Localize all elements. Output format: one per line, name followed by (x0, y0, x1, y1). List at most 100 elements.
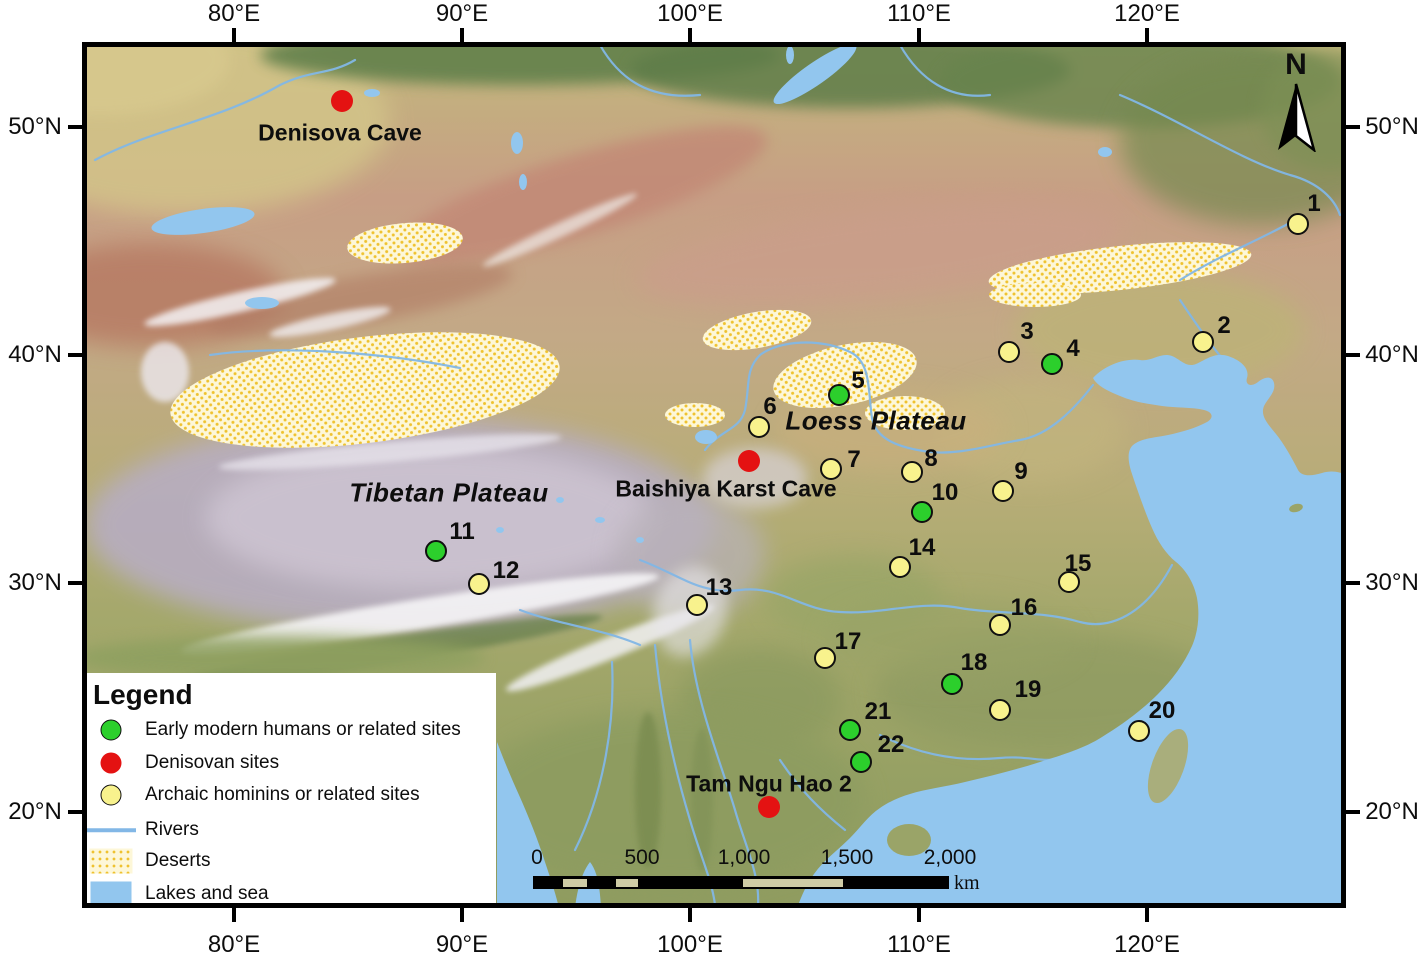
site-dot-2 (1192, 331, 1214, 353)
legend-item-label: Lakes and sea (145, 883, 269, 904)
axis-tick-bottom (232, 908, 236, 922)
site-dot-tam-ngu-hao-2 (758, 796, 780, 818)
axis-label-top-110°E: 110°E (887, 0, 951, 27)
scale-unit-label: km (954, 872, 980, 894)
site-number-15: 15 (1064, 550, 1092, 577)
site-dot-3 (998, 341, 1020, 363)
site-dot-19 (989, 699, 1011, 721)
axis-tick-top (917, 28, 921, 42)
scale-tick-label-500: 500 (624, 846, 660, 869)
axis-tick-left (68, 810, 82, 814)
axis-tick-bottom (917, 908, 921, 922)
site-number-2: 2 (1217, 312, 1231, 339)
north-arrow: N (1268, 50, 1324, 158)
axis-label-left-40°N: 40°N (8, 341, 62, 368)
axis-label-bottom-100°E: 100°E (657, 931, 723, 958)
axis-label-top-80°E: 80°E (207, 0, 261, 27)
legend-item-label: Archaic hominins or related sites (145, 784, 420, 805)
axis-tick-left (68, 581, 82, 585)
site-number-11: 11 (449, 518, 475, 545)
axis-label-top-100°E: 100°E (657, 0, 723, 27)
site-number-16: 16 (1010, 594, 1038, 621)
axis-tick-top (460, 28, 464, 42)
axis-tick-left (68, 353, 82, 357)
axis-tick-right (1346, 581, 1360, 585)
axis-tick-bottom (688, 908, 692, 922)
site-number-19: 19 (1014, 676, 1042, 703)
site-dot-17 (814, 647, 836, 669)
site-dot-baishiya-karst-cave (738, 450, 760, 472)
axis-tick-top (232, 28, 236, 42)
north-arrow-icon (1278, 83, 1317, 154)
site-label-baishiya-karst-cave: Baishiya Karst Cave (615, 475, 837, 502)
site-number-20: 20 (1148, 697, 1176, 724)
lake-fill-swatch-icon (90, 881, 132, 907)
axis-tick-right (1346, 353, 1360, 357)
site-number-17: 17 (834, 628, 862, 655)
site-number-10: 10 (931, 479, 959, 506)
axis-label-left-20°N: 20°N (8, 798, 62, 825)
axis-tick-bottom (1145, 908, 1149, 922)
site-number-4: 4 (1066, 335, 1080, 362)
site-dot-21 (839, 719, 861, 741)
site-dot-15 (1058, 571, 1080, 593)
legend-item-label: Rivers (145, 819, 199, 840)
legend: Legend Early modern humans or related si… (83, 673, 496, 908)
site-number-13: 13 (705, 574, 733, 601)
legend-item-label: Deserts (145, 850, 211, 871)
axis-label-left-50°N: 50°N (8, 113, 62, 140)
river-line-swatch-icon (86, 828, 136, 832)
region-label-loess-plateau: Loess Plateau (785, 405, 967, 436)
site-dot-12 (468, 573, 490, 595)
axis-tick-top (688, 28, 692, 42)
site-number-8: 8 (924, 445, 938, 472)
site-dot-6 (748, 416, 770, 438)
scale-tick-label-0: 0 (531, 846, 543, 869)
axis-label-bottom-90°E: 90°E (435, 931, 489, 958)
scale-bar-segment (743, 878, 843, 887)
legend-item-label: Denisovan sites (145, 752, 280, 773)
scale-tick-label-1,500: 1,500 (820, 846, 874, 869)
axis-label-top-90°E: 90°E (435, 0, 489, 27)
axis-label-bottom-110°E: 110°E (887, 931, 951, 958)
axis-label-right-40°N: 40°N (1365, 341, 1419, 368)
site-dot-20 (1128, 720, 1150, 742)
site-number-22: 22 (877, 731, 905, 758)
site-dot-14 (889, 556, 911, 578)
site-dot-4 (1041, 353, 1063, 375)
scale-bar-segment (616, 878, 638, 887)
site-dot-1 (1287, 213, 1309, 235)
region-label-tibetan-plateau: Tibetan Plateau (349, 477, 549, 508)
scale-tick-label-2,000: 2,000 (923, 846, 977, 869)
site-label-tam-ngu-hao-2: Tam Ngu Hao 2 (686, 770, 852, 797)
axis-tick-right (1346, 125, 1360, 129)
denisovan-site-swatch-icon (100, 752, 122, 774)
site-dot-9 (992, 480, 1014, 502)
axis-label-top-120°E: 120°E (1114, 0, 1180, 27)
axis-label-bottom-120°E: 120°E (1114, 931, 1180, 958)
terrain-basemap (82, 42, 1346, 908)
axis-tick-left (68, 125, 82, 129)
site-dot-11 (425, 540, 447, 562)
north-label: N (1285, 48, 1307, 81)
site-number-3: 3 (1020, 318, 1034, 345)
site-number-18: 18 (960, 649, 988, 676)
axis-tick-right (1346, 810, 1360, 814)
site-number-14: 14 (908, 534, 936, 561)
map-canvas (82, 42, 1346, 908)
site-dot-18 (941, 673, 963, 695)
legend-title: Legend (93, 679, 193, 710)
site-number-5: 5 (851, 367, 865, 394)
scale-tick-label-1,000: 1,000 (717, 846, 771, 869)
site-number-9: 9 (1014, 458, 1028, 485)
site-dot-denisova-cave (331, 90, 353, 112)
archaic-site-swatch-icon (100, 784, 122, 806)
site-dot-10 (911, 501, 933, 523)
site-dot-8 (901, 461, 923, 483)
site-number-1: 1 (1307, 190, 1321, 217)
axis-label-bottom-80°E: 80°E (207, 931, 261, 958)
site-dot-7 (820, 458, 842, 480)
site-number-12: 12 (492, 557, 520, 584)
site-dot-5 (828, 384, 850, 406)
